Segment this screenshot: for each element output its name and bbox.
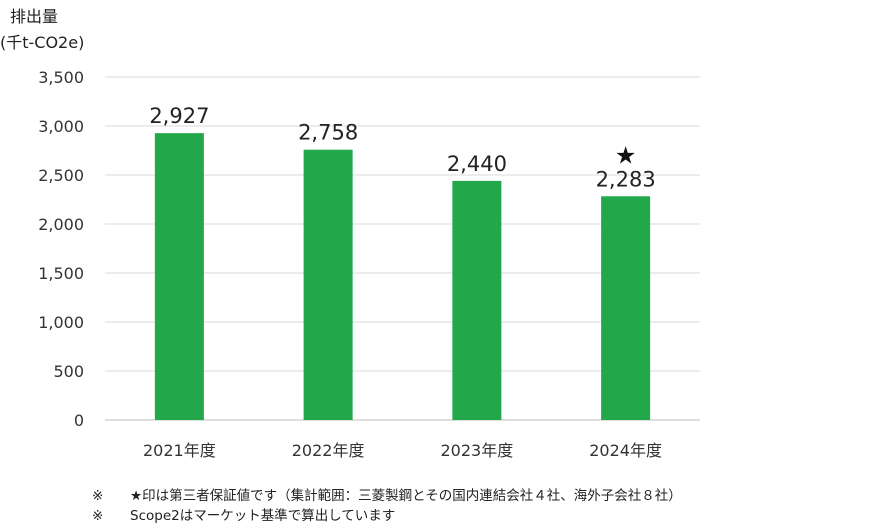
y-tick-label: 1,500 (38, 264, 84, 283)
y-axis-title: 排出量 (10, 7, 59, 26)
data-label: 2,283 (596, 167, 656, 191)
bar-chart: 0 500 1,000 1,500 2,000 2,500 3,000 3,500 2,927 2… (38, 68, 700, 460)
y-tick-label: 500 (53, 362, 84, 381)
data-label: 2,440 (447, 152, 507, 176)
y-tick-label: 3,000 (38, 117, 84, 136)
x-tick-label: 2023年度 (441, 441, 514, 460)
bar (601, 196, 651, 420)
footnote-mark: ※ (92, 488, 104, 504)
footnote-text: ★印は第三者保証値です（集計範囲：三菱製鋼とその国内連結会社４社、海外子会社８社… (130, 488, 682, 504)
footnote-mark: ※ (92, 508, 104, 524)
bar (303, 149, 353, 420)
y-tick-label: 1,000 (38, 313, 84, 332)
y-tick-label: 0 (74, 411, 84, 430)
footnote-assurance: ※ ★印は第三者保証値です（集計範囲：三菱製鋼とその国内連結会社４社、海外子会社８… (92, 487, 682, 505)
assurance-star-icon: ★ (615, 141, 637, 169)
x-tick-label: 2024年度 (589, 441, 662, 460)
bar (154, 133, 204, 421)
y-tick-label: 3,500 (38, 68, 84, 87)
data-label: 2,758 (298, 121, 358, 145)
x-tick-label: 2021年度 (143, 441, 216, 460)
y-axis-unit: (千t-CO2e) (0, 33, 85, 52)
y-tick-label: 2,000 (38, 215, 84, 234)
y-tick-label: 2,500 (38, 166, 84, 185)
bar (452, 180, 502, 420)
footnote-scope2: ※ Scope2はマーケット基準で算出しています (92, 507, 395, 525)
footnote-text: Scope2はマーケット基準で算出しています (130, 508, 396, 524)
x-tick-label: 2022年度 (292, 441, 365, 460)
data-label: 2,927 (149, 104, 209, 128)
